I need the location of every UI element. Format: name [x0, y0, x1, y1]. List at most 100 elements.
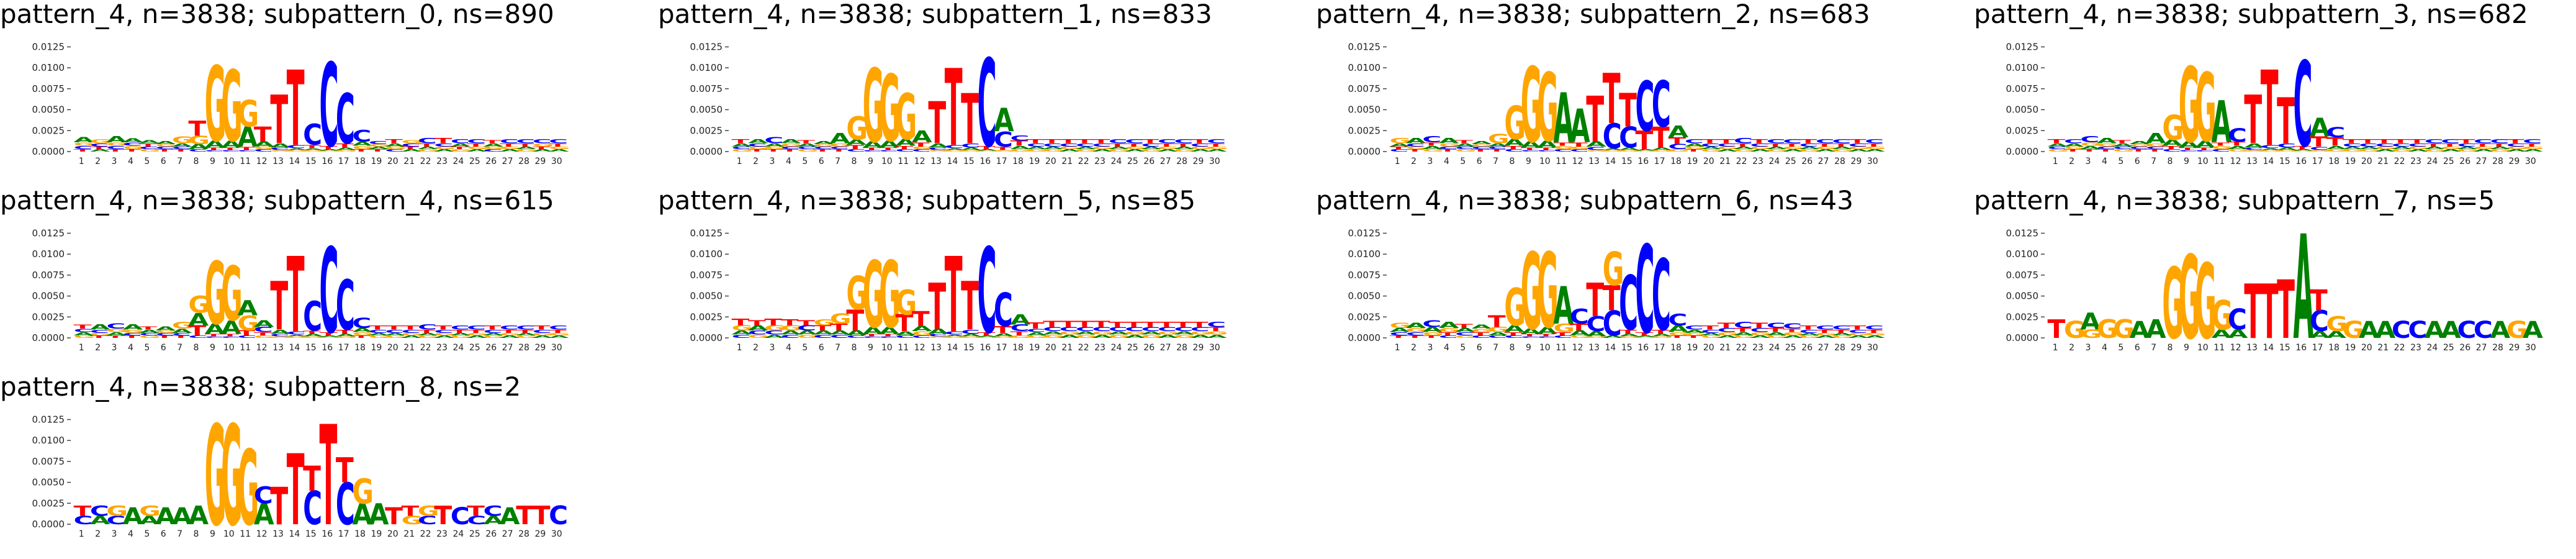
logo-letter-C: C [1849, 142, 1868, 148]
logo-letter-A: A [156, 140, 176, 145]
logo-letter-A: A [2506, 148, 2528, 152]
logo-letter-C: C [451, 324, 470, 331]
logo-letter-T: T [352, 335, 370, 339]
y-tick-label: 0.0075 [2006, 83, 2039, 94]
logo-letter-T: T [1619, 84, 1637, 138]
x-tick-label: 22 [2394, 343, 2405, 353]
x-tick-label: 27 [2476, 343, 2487, 353]
y-tick-label: 0.0125 [1348, 227, 1381, 239]
logo-letter-G: G [896, 81, 917, 155]
logo-letter-T: T [1472, 331, 1490, 337]
x-tick-label: 21 [2377, 157, 2389, 166]
logo-letter-G: G [978, 337, 999, 338]
logo-letter-C: C [205, 150, 224, 152]
logo-letter-T: T [1586, 274, 1604, 327]
logo-letter-A: A [418, 332, 439, 336]
logo-letter-A: A [1504, 324, 1524, 334]
logo-letter-A: A [2490, 146, 2511, 150]
logo-letter-G: G [1685, 332, 1706, 336]
logo-letter-T: T [1092, 320, 1110, 329]
logo-letter-T: T [1701, 324, 1719, 331]
logo-letter-G: G [1816, 146, 1837, 150]
y-tick-label: 0.0025 [1348, 125, 1381, 136]
logo-letter-G: G [1060, 330, 1081, 336]
logo-letter-G: G [533, 332, 554, 336]
logo-letter-A: A [1488, 142, 1508, 148]
logo-letter-C: C [533, 329, 552, 334]
logo-letter-C: C [896, 335, 915, 339]
logo-letter-C: C [205, 336, 224, 339]
logo-letter-A: A [1158, 334, 1178, 339]
logo-letter-G: G [238, 93, 259, 135]
logo-letter-T: T [1027, 322, 1045, 331]
logo-letter-C: C [254, 148, 273, 152]
logo-letter-A: A [1865, 335, 1886, 339]
logo-letter-T: T [912, 307, 930, 331]
logo-letter-C: C [978, 35, 997, 175]
logo-letter-T: T [1586, 84, 1604, 157]
logo-letter-G: G [451, 335, 472, 339]
logo-letter-G: G [1390, 322, 1412, 330]
x-tick-label: 4 [786, 343, 791, 353]
logo-letter-C: C [434, 142, 453, 148]
logo-letter-C: C [1554, 335, 1573, 339]
x-tick-label: 30 [1209, 157, 1220, 166]
logo-letter-G: G [1832, 148, 1853, 152]
x-tick-label: 22 [420, 343, 431, 353]
logo-letter-G: G [732, 148, 754, 152]
x-tick-label: 27 [2476, 157, 2487, 166]
logo-letter-A: A [1750, 335, 1771, 339]
y-tick-label: 0.0000 [2006, 146, 2039, 157]
logo-letter-A: A [1570, 101, 1590, 154]
logo-letter-A: A [1109, 330, 1129, 336]
logo-letter-C: C [830, 146, 849, 150]
logo-letter-C: C [2146, 146, 2165, 150]
logo-letter-C: C [2179, 150, 2198, 152]
logo-letter-A: A [484, 332, 505, 336]
logo-letter-A: A [1455, 327, 1475, 334]
logo-letter-C: C [1027, 142, 1046, 148]
x-tick-label: 18 [1012, 343, 1024, 353]
logo-letter-G: G [123, 145, 145, 150]
sequence-logo: 0.00000.00250.00500.00750.01000.0125TCAG… [1348, 221, 1886, 361]
x-tick-label: 21 [1061, 343, 1073, 353]
logo-letter-T: T [369, 324, 387, 331]
logo-letter-A: A [238, 122, 258, 153]
logo-letter-T: T [1010, 330, 1028, 337]
logo-letter-C: C [1472, 335, 1491, 339]
logo-letter-G: G [2474, 146, 2495, 150]
logo-letter-A: A [1027, 331, 1047, 337]
logo-letter-T: T [2506, 138, 2524, 145]
logo-letter-T: T [74, 148, 92, 152]
y-tick-label: 0.0100 [690, 62, 723, 73]
logo-letter-G: G [172, 135, 194, 145]
logo-letter-A: A [2294, 206, 2314, 372]
logo-letter-G: G [2195, 242, 2217, 363]
sequence-logo: 0.00000.00250.00500.00750.01000.0125CTAG… [1348, 41, 1886, 166]
logo-letter-C: C [1603, 116, 1622, 157]
logo-letter-T: T [1849, 324, 1867, 331]
x-tick-label: 11 [240, 343, 251, 353]
logo-letter-C: C [549, 501, 568, 530]
logo-letter-C: C [533, 138, 552, 145]
logo-letter-C: C [2261, 144, 2280, 150]
logo-letter-A: A [533, 148, 554, 152]
y-tick-label: 0.0125 [690, 41, 723, 52]
x-tick-label: 2 [95, 529, 101, 539]
logo-letter-T: T [516, 329, 534, 334]
y-tick-label: 0.0100 [690, 248, 723, 260]
x-tick-label: 23 [436, 529, 448, 539]
logo-letter-C: C [1799, 142, 1819, 148]
logo-letter-G: G [221, 396, 243, 557]
logo-letter-A: A [2048, 142, 2068, 148]
x-tick-label: 29 [2508, 157, 2520, 166]
logo-letter-T: T [2244, 82, 2262, 160]
logo-letter-C: C [238, 150, 257, 152]
logo-letter-A: A [1076, 146, 1097, 150]
logo-letter-A: A [2130, 317, 2150, 343]
logo-letter-T: T [1521, 333, 1539, 337]
logo-letter-A: A [2326, 145, 2346, 150]
logo-letter-T: T [1125, 142, 1143, 148]
logo-letter-G: G [1636, 337, 1657, 338]
logo-letter-T: T [352, 148, 370, 152]
